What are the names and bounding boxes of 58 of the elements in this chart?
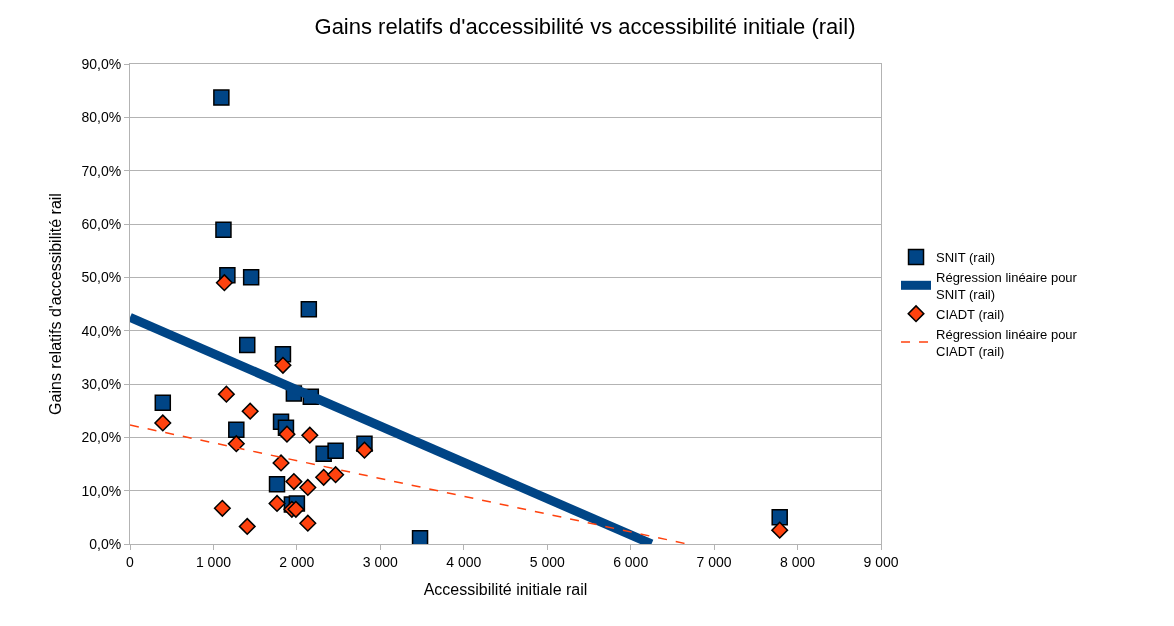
point [327, 466, 345, 484]
point [272, 454, 290, 472]
point [215, 221, 232, 239]
point [213, 89, 230, 106]
point [154, 414, 172, 432]
point [299, 514, 317, 532]
point [241, 402, 259, 420]
point [154, 394, 172, 411]
x-tick-label: 1 000 [195, 553, 232, 570]
point [213, 499, 231, 517]
legend-label: Régression linéaire pour CIADT (rail) [936, 326, 1078, 359]
chart-title: Gains relatifs d'accessibilité vs accessibilité initiale (rail) [314, 14, 856, 40]
point [217, 385, 235, 403]
point [268, 494, 286, 513]
y-axis-title: Gains relatifs d'accessibilité rail [47, 193, 65, 415]
y-tick-label: 40,0% [81, 322, 122, 339]
y-tick-label: 60,0% [81, 215, 122, 232]
point [301, 426, 319, 444]
x-tick-label: 4 000 [446, 553, 482, 570]
point [327, 442, 344, 459]
point [278, 425, 296, 443]
point [242, 269, 260, 286]
legend-label: SNIT (rail) [936, 250, 995, 266]
point [227, 435, 245, 453]
x-tick-label: 3 000 [362, 553, 399, 570]
y-tick-label: 50,0% [81, 269, 122, 286]
point [355, 441, 374, 459]
y-tick-label: 10,0% [81, 482, 122, 499]
point [315, 468, 333, 486]
point [771, 521, 789, 539]
point [411, 529, 429, 544]
y-tick-label: 0,0% [89, 535, 122, 552]
x-tick-label: 6 000 [613, 553, 649, 570]
x-axis-title: Accessibilité initiale rail [423, 581, 588, 599]
x-tick-label: 2 000 [279, 553, 315, 570]
point [268, 476, 286, 493]
point [228, 421, 245, 439]
point [287, 500, 305, 518]
x-tick-label: 5 000 [529, 553, 565, 570]
y-tick-label: 30,0% [81, 375, 122, 392]
point [215, 274, 233, 292]
point [299, 478, 317, 497]
legend-label: Régression linéaire pour SNIT (rail) [936, 269, 1078, 302]
point [300, 301, 318, 318]
point [274, 356, 292, 374]
point [238, 336, 256, 354]
y-tick-label: 70,0% [81, 162, 122, 179]
point [285, 473, 303, 491]
y-tick-label: 20,0% [81, 429, 122, 446]
x-tick-label: 7 000 [696, 553, 732, 570]
x-tick-label: 9 000 [863, 553, 899, 570]
legend-label: CIADT (rail) [936, 306, 1005, 322]
y-tick-label: 90,0% [81, 55, 122, 72]
x-tick-label: 8 000 [780, 553, 816, 570]
y-tick-label: 80,0% [81, 109, 122, 126]
point [238, 517, 256, 535]
point [771, 509, 788, 526]
x-tick-label: 0 [126, 553, 135, 570]
